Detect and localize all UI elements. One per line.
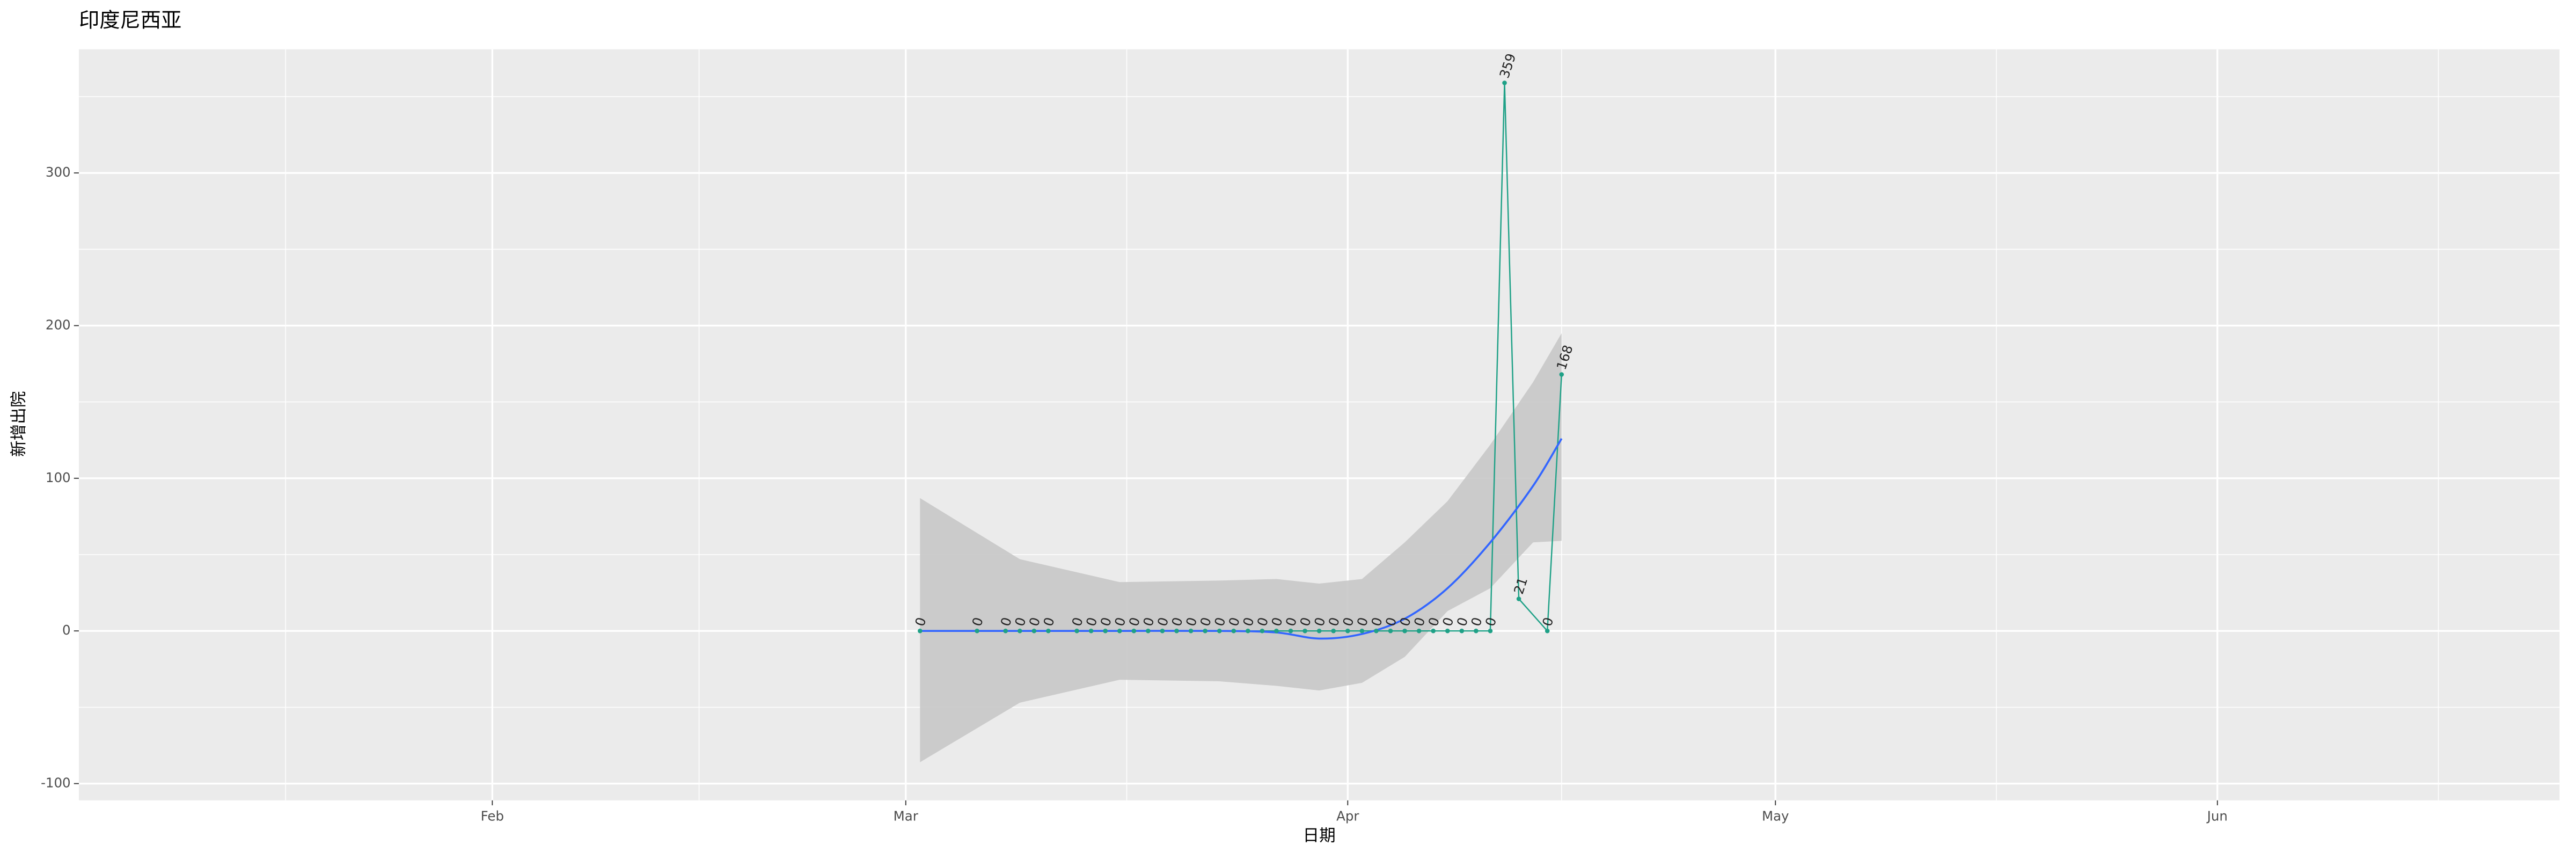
data-point: [1316, 628, 1322, 634]
data-point: [1302, 628, 1307, 634]
data-label: 0: [1097, 615, 1114, 628]
y-tick-label: 300: [46, 164, 71, 180]
data-label: 0: [1040, 615, 1057, 628]
data-label: 0: [1396, 615, 1414, 628]
data-point: [1559, 372, 1564, 377]
chart-title: 印度尼西亚: [79, 8, 181, 32]
data-point: [1345, 628, 1350, 634]
data-label: 0: [1254, 615, 1271, 628]
data-point: [918, 628, 923, 634]
data-label: 0: [1154, 615, 1172, 628]
data-label: 0: [1083, 615, 1100, 628]
data-label: 0: [1326, 615, 1343, 628]
data-point: [1188, 628, 1194, 634]
x-tick-label: Apr: [1336, 808, 1359, 824]
data-point: [1074, 628, 1079, 634]
data-point: [1402, 628, 1407, 634]
data-point: [1246, 628, 1250, 634]
data-label: 0: [1026, 615, 1043, 628]
data-label: 0: [1411, 615, 1428, 628]
data-point: [1488, 628, 1493, 634]
data-point: [1431, 628, 1436, 634]
data-label: 0: [1140, 615, 1157, 628]
x-tick-label: Mar: [894, 808, 919, 824]
data-point: [1088, 628, 1094, 634]
data-point: [975, 628, 979, 634]
data-label: 0: [1126, 615, 1143, 628]
data-label: 0: [1111, 615, 1129, 628]
data-point: [1046, 628, 1051, 634]
data-label: 0: [1439, 615, 1457, 628]
data-point: [1474, 628, 1479, 634]
y-axis-title: 新增出院: [10, 391, 28, 457]
y-tick-label: 0: [62, 622, 71, 638]
data-point: [1117, 628, 1122, 634]
data-label: 0: [1283, 615, 1300, 628]
data-point: [1374, 628, 1379, 634]
y-tick-label: 200: [46, 317, 71, 332]
data-label: 0: [1197, 615, 1214, 628]
data-label: 0: [1340, 615, 1357, 628]
data-point: [1174, 628, 1179, 634]
data-point: [1288, 628, 1293, 634]
data-point: [1445, 628, 1450, 634]
data-label: 0: [1268, 615, 1285, 628]
data-label: 0: [1069, 615, 1086, 628]
data-point: [1203, 628, 1208, 634]
data-point: [1031, 628, 1037, 634]
x-axis-title: 日期: [1303, 827, 1336, 846]
data-point: [1459, 628, 1465, 634]
x-tick-label: Jun: [2206, 808, 2228, 824]
data-point: [1017, 628, 1022, 634]
data-point: [1146, 628, 1151, 634]
data-label: 0: [1354, 615, 1371, 628]
data-label: 0: [1425, 615, 1442, 628]
x-tick-label: Feb: [481, 808, 504, 824]
data-point: [1003, 628, 1008, 634]
data-point: [1160, 628, 1165, 634]
data-point: [1545, 628, 1550, 634]
data-label: 0: [1368, 615, 1385, 628]
data-label: 0: [1468, 615, 1485, 628]
confidence-band: [920, 333, 1562, 762]
data-label: 0: [1012, 615, 1029, 628]
data-point: [1131, 628, 1137, 634]
data-point: [1217, 628, 1222, 634]
data-label: 0: [998, 615, 1015, 628]
smooth-line: [920, 438, 1563, 640]
data-label: 0: [1240, 615, 1257, 628]
data-point: [1274, 628, 1279, 634]
data-label: 0: [1297, 615, 1314, 628]
x-tick-label: May: [1762, 808, 1789, 824]
data-label: 0: [912, 615, 929, 628]
data-point: [1502, 81, 1507, 85]
data-point: [1359, 628, 1365, 634]
data-label: 0: [1226, 615, 1243, 628]
y-tick-label: -100: [41, 775, 71, 791]
data-label: 0: [1183, 615, 1200, 628]
data-point: [1103, 628, 1108, 634]
data-point: [1231, 628, 1236, 634]
data-point: [1331, 628, 1336, 634]
data-label: 0: [1168, 615, 1185, 628]
data-label: 0: [1539, 615, 1556, 628]
data-point: [1516, 596, 1521, 601]
data-label: 0: [969, 615, 986, 628]
data-point: [1388, 628, 1393, 634]
data-point: [1260, 628, 1265, 634]
y-tick-label: 100: [46, 470, 71, 485]
data-label: 0: [1211, 615, 1228, 628]
data-point: [1416, 628, 1422, 634]
data-label: 0: [1482, 615, 1499, 628]
